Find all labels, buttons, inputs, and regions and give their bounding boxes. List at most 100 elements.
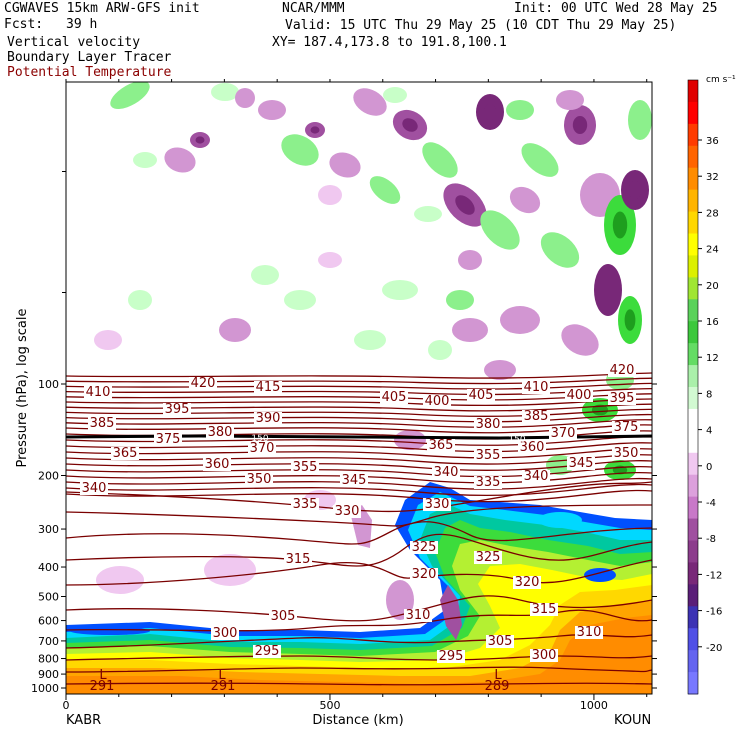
theta-label: 400 <box>423 394 451 409</box>
colorbar-swatch <box>688 387 698 410</box>
colorbar-label: 0 <box>706 462 712 473</box>
y-tick-label: 800 <box>38 653 59 666</box>
theta-label: 410 <box>522 380 550 395</box>
theta-label: 355 <box>291 460 319 475</box>
svg-text:350: 350 <box>247 472 272 487</box>
theta-label: 375 <box>154 432 182 447</box>
svg-text:395: 395 <box>610 391 635 406</box>
organization: NCAR/MMM <box>282 1 345 16</box>
colorbar-swatch <box>688 233 698 256</box>
svg-text:330: 330 <box>425 497 450 512</box>
svg-text:415: 415 <box>256 380 281 395</box>
svg-text:365: 365 <box>429 438 454 453</box>
svg-text:370: 370 <box>551 426 576 441</box>
svg-text:340: 340 <box>82 481 107 496</box>
theta-label: 360 <box>518 440 546 455</box>
svg-text:420: 420 <box>191 376 216 391</box>
svg-text:320: 320 <box>412 567 437 582</box>
svg-text:360: 360 <box>520 440 545 455</box>
y-tick-label: 600 <box>38 615 59 628</box>
theta-label: 325 <box>410 540 438 555</box>
theta-label: 360 <box>203 457 231 472</box>
field-boundary-layer-tracer: Boundary Layer Tracer <box>7 50 172 65</box>
colorbar-unit: cm s⁻¹ <box>706 75 736 85</box>
vertical-velocity-field <box>94 82 652 620</box>
theta-label: 365 <box>427 438 455 453</box>
colorbar-swatch <box>688 343 698 366</box>
colorbar-swatch <box>688 584 698 607</box>
colorbar-swatch <box>688 540 698 563</box>
svg-text:310: 310 <box>577 625 602 640</box>
theta-label: 345 <box>340 473 368 488</box>
low-marker: L <box>99 668 107 683</box>
colorbar-swatch <box>688 321 698 344</box>
theta-label: 365 <box>111 446 139 461</box>
theta-label: 340 <box>432 465 460 480</box>
colorbar-label: 4 <box>706 426 712 437</box>
colorbar-label: 36 <box>706 136 719 147</box>
svg-text:395: 395 <box>165 402 190 417</box>
svg-text:345: 345 <box>342 473 367 488</box>
colorbar-swatch <box>688 80 698 103</box>
surface-theta-label: 289 <box>485 679 510 694</box>
colorbar-swatch <box>688 430 698 454</box>
colorbar-label: -20 <box>706 643 722 654</box>
x-tick-label: 0 <box>63 699 70 712</box>
colorbar-label: 8 <box>706 389 712 400</box>
theta-label: 340 <box>522 469 550 484</box>
surface-theta-label: 291 <box>211 679 236 694</box>
svg-text:320: 320 <box>515 575 540 590</box>
theta-label: 405 <box>467 388 495 403</box>
theta-label: 335 <box>291 497 319 512</box>
colorbar-label: -8 <box>706 534 716 545</box>
theta-label: 310 <box>404 608 432 623</box>
colorbar-label: 12 <box>706 353 719 364</box>
theta-label: 345 <box>567 456 595 471</box>
svg-text:355: 355 <box>293 460 318 475</box>
colorbar-swatch <box>688 496 698 520</box>
svg-text:380: 380 <box>208 425 233 440</box>
svg-text:335: 335 <box>476 475 501 490</box>
svg-text:410: 410 <box>86 385 111 400</box>
colorbar-swatch <box>688 277 698 300</box>
theta-label: 330 <box>333 504 361 519</box>
theta-label: 385 <box>522 409 550 424</box>
y-axis-label: Pressure (hPa), log scale <box>15 309 30 468</box>
theta-label: 325 <box>474 550 502 565</box>
svg-text:405: 405 <box>469 388 494 403</box>
svg-text:360: 360 <box>205 457 230 472</box>
x-axis: 0 500 1000 <box>63 79 648 712</box>
svg-text:325: 325 <box>476 550 501 565</box>
colorbar-label: -12 <box>706 570 722 581</box>
colorbar: 36 32 28 24 20 16 12 8 4 0 -4 -8 -12 -16 -20 <box>687 79 722 695</box>
theta-label: 295 <box>437 649 465 664</box>
theta-label: 315 <box>530 602 558 617</box>
svg-text:300: 300 <box>213 626 238 641</box>
theta-label: 410 <box>84 385 112 400</box>
colorbar-swatch <box>688 562 698 585</box>
svg-text:315: 315 <box>286 552 311 567</box>
low-marker: L <box>494 668 502 683</box>
svg-text:390: 390 <box>256 411 281 426</box>
svg-text:380: 380 <box>476 417 501 432</box>
theta-label: 295 <box>253 644 281 659</box>
theta-label: 380 <box>474 417 502 432</box>
theta-label: 320 <box>513 575 541 590</box>
colorbar-label: 16 <box>706 317 719 328</box>
tropopause-label: 150 <box>508 435 525 445</box>
field-vertical-velocity: Vertical velocity <box>7 35 141 50</box>
svg-text:340: 340 <box>524 469 549 484</box>
theta-label: 390 <box>254 411 282 426</box>
colorbar-swatch <box>688 606 698 629</box>
y-tick-label: 900 <box>38 668 59 681</box>
theta-label: 400 <box>565 388 593 403</box>
y-tick-label: 200 <box>38 470 59 483</box>
theta-label: 395 <box>163 402 191 417</box>
colorbar-swatch <box>688 672 698 695</box>
colorbar-swatch <box>688 101 698 125</box>
forecast-hour-label: Fcst: <box>4 17 44 32</box>
svg-text:305: 305 <box>271 609 296 624</box>
svg-text:325: 325 <box>412 540 437 555</box>
svg-text:400: 400 <box>567 388 592 403</box>
svg-text:295: 295 <box>439 649 464 664</box>
